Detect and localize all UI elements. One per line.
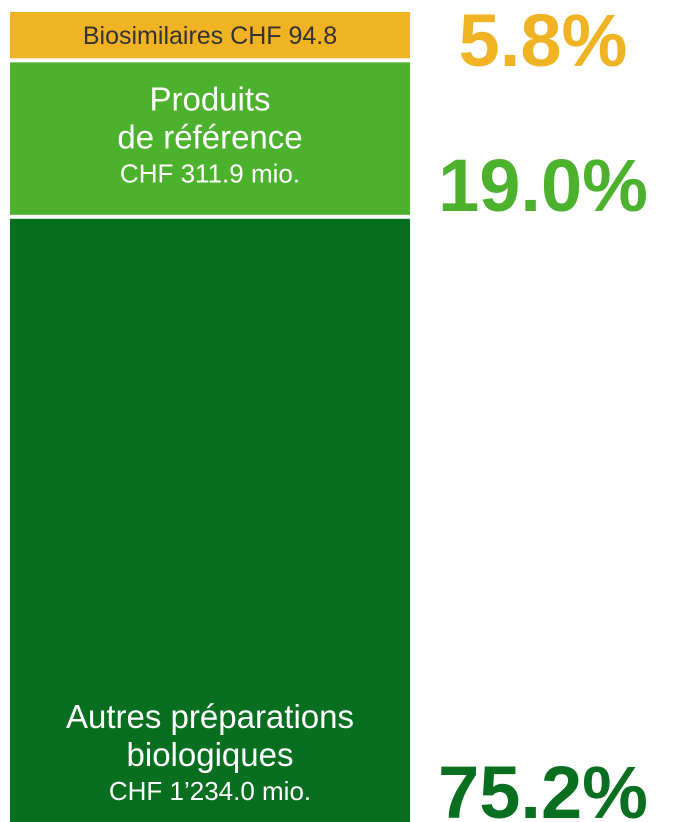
percentage-label: 19.0% (438, 144, 648, 227)
bar-segment (10, 62, 410, 215)
value-label: CHF 94.8 (230, 22, 337, 50)
bar-segment (10, 12, 410, 59)
bar-segment (10, 218, 410, 822)
percentage-label: 5.8% (459, 0, 628, 82)
category-label: Autres préparations (66, 698, 354, 735)
value-label: CHF 311.9 mio. (120, 159, 300, 189)
category-label: Produits (149, 81, 270, 118)
category-label: Biosimilaires (83, 22, 223, 50)
category-label: biologiques (127, 736, 294, 773)
category-label: de référence (117, 119, 302, 156)
segment-label: Biosimilaires CHF 94.8 (83, 22, 337, 50)
value-label: CHF 1’234.0 mio. (109, 776, 311, 806)
percentage-label: 75.2% (438, 751, 648, 822)
